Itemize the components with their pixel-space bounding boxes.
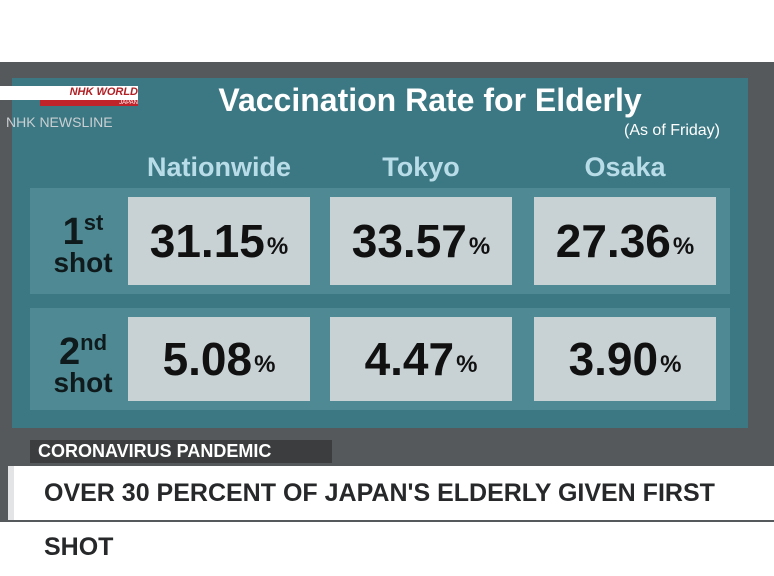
table-cell: 5.08% <box>128 317 310 401</box>
row-label-suffix: nd <box>80 330 108 355</box>
banner-headline: OVER 30 PERCENT OF JAPAN'S ELDERLY GIVEN… <box>8 466 774 561</box>
cell-unit: % <box>468 233 491 260</box>
cell-unit: % <box>660 351 682 378</box>
logo-sub: JAPAN <box>40 100 138 106</box>
cell-value: 31.15 <box>149 215 265 267</box>
column-header: Tokyo <box>382 152 460 182</box>
cell-value: 27.36 <box>555 215 671 267</box>
table-cell: 27.36% <box>534 197 716 285</box>
logo-brand: NHK WORLD <box>0 86 138 100</box>
cell-value: 5.08 <box>162 333 253 385</box>
table-cell: 3.90% <box>534 317 716 401</box>
cell-unit: % <box>672 233 695 260</box>
row-label-number: 2 <box>58 331 81 373</box>
program-name: NHK NEWSLINE <box>6 114 113 130</box>
row-label-number: 1 <box>62 211 84 253</box>
table-cell: 4.47% <box>330 317 512 401</box>
column-header: Osaka <box>584 152 666 182</box>
cell-value: 3.90 <box>568 333 659 385</box>
cell-value: 4.47 <box>364 333 455 385</box>
cell-value: 33.57 <box>351 215 467 267</box>
table-cell: 33.57% <box>330 197 512 285</box>
table-title: Vaccination Rate for Elderly <box>218 82 642 118</box>
banner-tag: CORONAVIRUS PANDEMIC <box>30 440 332 463</box>
column-header: Nationwide <box>146 152 291 182</box>
table-cell: 31.15% <box>128 197 310 285</box>
row-label: 1st shot <box>40 212 126 277</box>
cell-unit: % <box>456 351 478 378</box>
table-subtitle: (As of Friday) <box>623 122 720 139</box>
row-label-word: shot <box>53 247 113 278</box>
cell-unit: % <box>254 351 276 378</box>
row-label-word: shot <box>53 367 113 398</box>
row-label-suffix: st <box>83 210 104 235</box>
cell-unit: % <box>266 233 289 260</box>
row-label: 2nd shot <box>40 332 126 397</box>
